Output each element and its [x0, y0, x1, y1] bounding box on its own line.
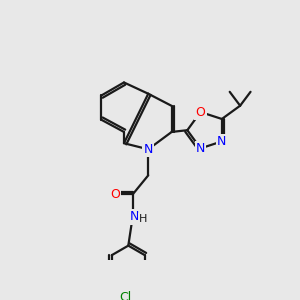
- Text: O: O: [196, 106, 206, 118]
- Text: Cl: Cl: [120, 291, 132, 300]
- Text: H: H: [139, 214, 147, 224]
- Text: N: N: [130, 211, 139, 224]
- Text: O: O: [110, 188, 120, 201]
- Text: N: N: [196, 142, 205, 155]
- Text: N: N: [217, 135, 226, 148]
- Text: N: N: [144, 143, 153, 156]
